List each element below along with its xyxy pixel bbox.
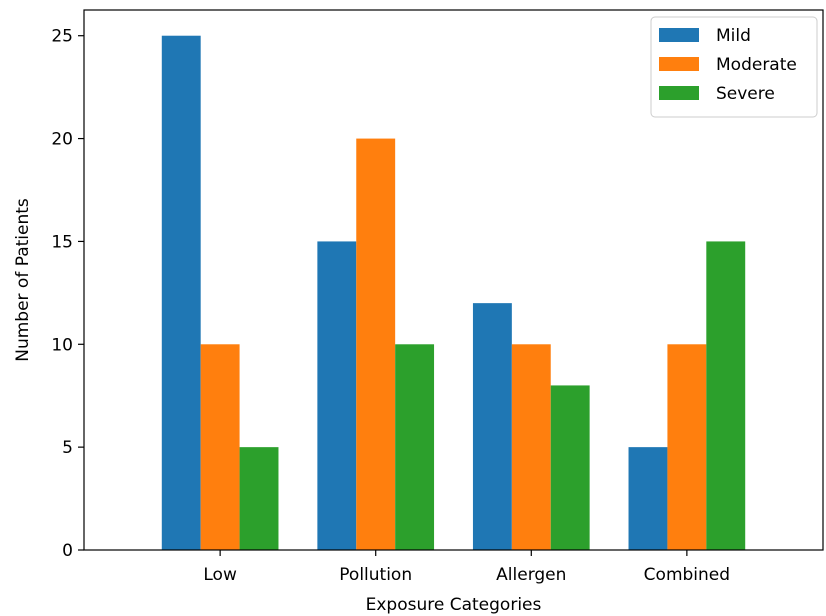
x-tick-label: Allergen	[496, 565, 566, 585]
y-tick-label: 15	[51, 232, 73, 252]
bar-mild-low	[161, 35, 201, 550]
plot-frame	[83, 9, 824, 551]
y-tick-label: 20	[51, 130, 73, 150]
y-tick-label: 5	[62, 438, 73, 458]
bar-moderate-pollution	[356, 138, 396, 551]
y-tick-label: 25	[51, 27, 73, 47]
bar-severe-combined	[706, 241, 746, 550]
bar-mild-combined	[628, 447, 668, 550]
legend-swatch-moderate	[659, 57, 699, 71]
y-axis: 0 5 10 15 20 25	[51, 27, 84, 561]
legend-label-moderate: Moderate	[716, 55, 797, 75]
bar-severe-allergen	[550, 385, 590, 550]
x-axis: Low Pollution Allergen Combined	[203, 550, 730, 585]
legend-label-mild: Mild	[716, 26, 751, 46]
x-axis-title: Exposure Categories	[366, 595, 542, 615]
bar-mild-pollution	[317, 241, 357, 550]
bar-mild-allergen	[472, 303, 512, 550]
legend-swatch-severe	[659, 86, 699, 100]
bar-moderate-low	[200, 344, 240, 550]
x-tick-label: Pollution	[339, 565, 412, 585]
y-tick-label: 0	[62, 541, 73, 561]
x-tick-label: Low	[203, 565, 237, 585]
bar-moderate-allergen	[511, 344, 551, 550]
y-axis-title: Number of Patients	[13, 198, 33, 362]
x-tick-label: Combined	[644, 565, 730, 585]
bar-severe-low	[239, 447, 279, 550]
y-tick-label: 10	[51, 335, 73, 355]
bar-moderate-combined	[667, 344, 707, 550]
legend-swatch-mild	[659, 28, 699, 42]
bars-group	[161, 35, 746, 551]
legend-label-severe: Severe	[716, 84, 775, 104]
bar-severe-pollution	[395, 344, 435, 550]
legend: Mild Moderate Severe	[650, 16, 818, 118]
